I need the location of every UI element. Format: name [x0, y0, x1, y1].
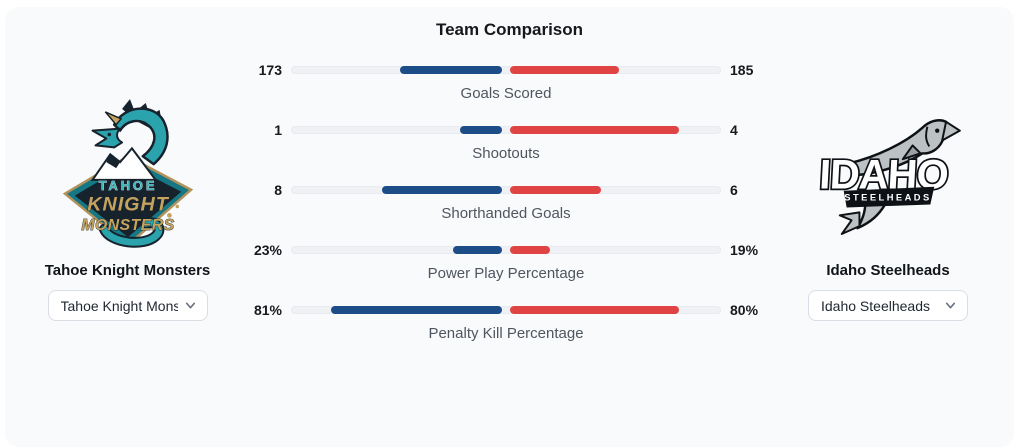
left-value: 23%	[253, 242, 282, 258]
right-value: 185	[730, 62, 754, 78]
stat-label: Shootouts	[472, 145, 540, 162]
team-comparison-card: Team Comparison	[5, 7, 1014, 447]
right-bar	[510, 126, 679, 134]
right-half-track	[510, 306, 721, 314]
left-team-panel: TAHOE KNIGHT MONSTERS Tahoe Knight Monst…	[5, 40, 250, 321]
right-value: 19%	[730, 242, 759, 258]
chevron-down-icon	[185, 302, 195, 309]
right-team-name: Idaho Steelheads	[826, 262, 950, 279]
right-half-track	[510, 246, 721, 254]
right-bar	[510, 246, 551, 254]
right-team-panel: IDAHO STEELHEADS Idaho Steelheads Idaho …	[762, 40, 1014, 321]
idaho-steelheads-logo: IDAHO STEELHEADS	[817, 119, 961, 236]
right-team-logo-box: IDAHO STEELHEADS	[814, 90, 962, 256]
right-half-track	[510, 66, 721, 74]
logo-word-steelheads: STEELHEADS	[844, 193, 931, 203]
logo-word-monsters: MONSTERS	[81, 217, 174, 234]
stat-bar-line: 8 6	[250, 182, 762, 198]
left-bar	[381, 186, 502, 194]
stat-row: 81% 80% Penalty Kill Percentage	[250, 302, 762, 342]
stat-label: Power Play Percentage	[427, 265, 585, 282]
bar-track	[291, 186, 721, 194]
tahoe-knight-monsters-logo: TAHOE KNIGHT MONSTERS	[62, 99, 193, 248]
right-bar	[510, 186, 601, 194]
left-half-track	[291, 126, 502, 134]
bar-track	[291, 306, 721, 314]
stat-row: 1 4 Shootouts	[250, 122, 762, 162]
left-team-select-value: Tahoe Knight Monsters	[60, 297, 178, 314]
chevron-down-icon	[945, 302, 956, 309]
logo-word-tahoe: TAHOE	[98, 178, 157, 193]
comparison-chart: 173 185 Goals Scored 1	[250, 40, 762, 362]
left-value: 1	[274, 122, 282, 138]
left-team-logo-box: TAHOE KNIGHT MONSTERS	[59, 90, 197, 256]
right-half-track	[510, 186, 721, 194]
stat-bar-line: 81% 80%	[250, 302, 762, 318]
stat-row: 173 185 Goals Scored	[250, 62, 762, 102]
left-value: 173	[258, 62, 282, 78]
left-bar	[400, 66, 502, 74]
right-half-track	[510, 126, 721, 134]
comparison-content: TAHOE KNIGHT MONSTERS Tahoe Knight Monst…	[5, 40, 1014, 362]
bar-track	[291, 66, 721, 74]
left-bar	[453, 246, 502, 254]
right-bar	[510, 306, 679, 314]
stat-row: 8 6 Shorthanded Goals	[250, 182, 762, 222]
stat-row: 23% 19% Power Play Percentage	[250, 242, 762, 282]
left-half-track	[291, 246, 502, 254]
left-half-track	[291, 66, 502, 74]
right-team-select-value: Idaho Steelheads	[821, 297, 930, 314]
stat-bar-line: 173 185	[250, 62, 762, 78]
stat-label: Shorthanded Goals	[441, 205, 571, 222]
logo-word-knight: KNIGHT	[87, 193, 169, 215]
left-value: 81%	[253, 302, 282, 318]
stat-label: Goals Scored	[460, 85, 552, 102]
right-bar	[510, 66, 620, 74]
left-team-select[interactable]: Tahoe Knight Monsters	[47, 290, 208, 321]
right-value: 80%	[730, 302, 759, 318]
page-title: Team Comparison	[435, 20, 584, 39]
stat-label: Penalty Kill Percentage	[428, 325, 584, 342]
bar-track	[291, 246, 721, 254]
left-bar	[331, 306, 502, 314]
right-value: 6	[730, 182, 738, 198]
left-half-track	[291, 306, 502, 314]
stat-bar-line: 23% 19%	[250, 242, 762, 258]
right-team-select[interactable]: Idaho Steelheads	[808, 290, 968, 321]
left-value: 8	[274, 182, 282, 198]
right-value: 4	[730, 122, 738, 138]
left-team-name: Tahoe Knight Monsters	[44, 262, 211, 279]
left-bar	[459, 126, 502, 134]
stat-bar-line: 1 4	[250, 122, 762, 138]
left-half-track	[291, 186, 502, 194]
bar-track	[291, 126, 721, 134]
